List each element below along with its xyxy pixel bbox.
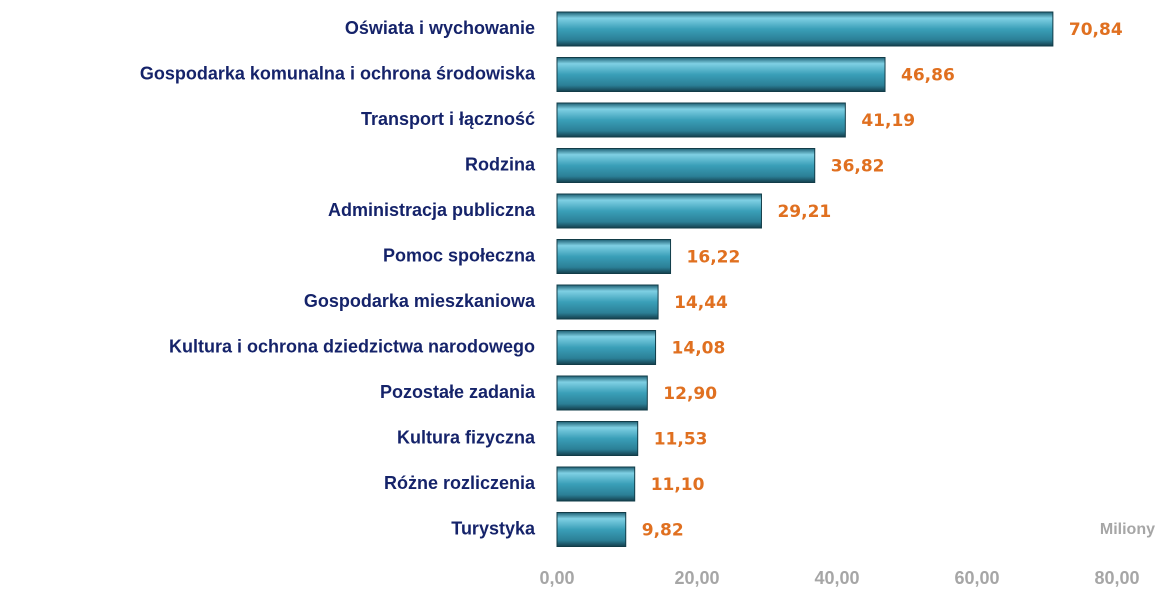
x-tick-label: 20,00: [674, 568, 719, 588]
bar: [556, 239, 672, 274]
value-label: 70,84: [1069, 20, 1123, 40]
bar: [556, 330, 657, 365]
value-label: 36,82: [831, 157, 885, 177]
category-label: Pomoc społeczna: [383, 245, 536, 265]
bar: [556, 284, 659, 320]
bar: [556, 57, 886, 92]
bar: [556, 421, 639, 456]
x-tick-label: 60,00: [954, 568, 999, 588]
category-label: Kultura fizyczna: [397, 427, 536, 447]
value-label: 14,08: [672, 339, 726, 359]
category-label: Rodzina: [465, 154, 536, 174]
category-label: Gospodarka komunalna i ochrona środowisk…: [140, 63, 536, 83]
value-label: 11,10: [651, 475, 705, 495]
unit-annotation: Miliony: [1100, 521, 1155, 538]
bar: [556, 148, 816, 183]
value-label: 12,90: [663, 384, 717, 404]
category-label: Turystyka: [451, 518, 536, 538]
category-label: Kultura i ochrona dziedzictwa narodowego: [169, 336, 535, 356]
category-label: Pozostałe zadania: [380, 382, 536, 402]
value-label: 46,86: [901, 66, 955, 86]
category-label: Transport i łączność: [361, 109, 535, 129]
bar: [556, 512, 627, 547]
bar: [556, 102, 846, 138]
category-label: Gospodarka mieszkaniowa: [304, 291, 536, 311]
value-label: 41,19: [861, 111, 915, 131]
x-tick-label: 40,00: [814, 568, 859, 588]
x-tick-label: 80,00: [1094, 568, 1139, 588]
value-label: 11,53: [654, 430, 708, 450]
x-tick-label: 0,00: [539, 568, 574, 588]
value-label: 9,82: [642, 521, 684, 541]
value-label: 29,21: [777, 202, 831, 222]
bar: [556, 193, 762, 229]
bar: [556, 375, 648, 411]
category-label: Oświata i wychowanie: [345, 18, 535, 38]
bar: [556, 466, 636, 502]
category-label: Administracja publiczna: [328, 200, 536, 220]
value-label: 16,22: [687, 248, 741, 268]
value-label: 14,44: [674, 293, 728, 313]
bar: [556, 11, 1054, 47]
category-label: Różne rozliczenia: [384, 473, 536, 493]
